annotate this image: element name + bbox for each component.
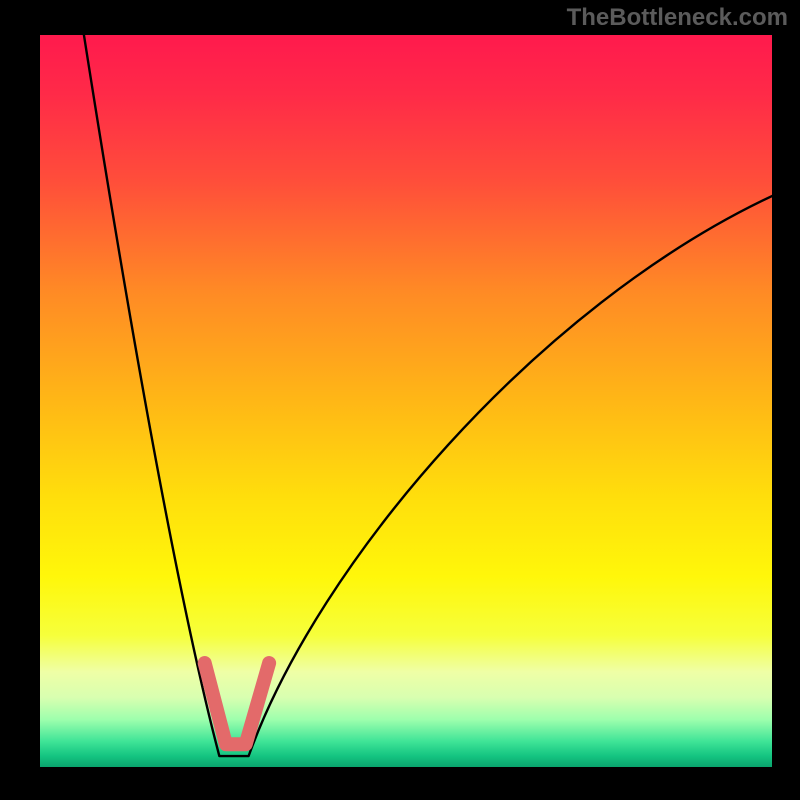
watermark-text: TheBottleneck.com — [567, 4, 788, 32]
chart-plot-area — [40, 35, 772, 767]
chart-svg — [40, 35, 772, 767]
bottleneck-curve — [84, 35, 772, 756]
chart-stage: TheBottleneck.com — [0, 0, 800, 800]
optimal-range-marker — [205, 663, 269, 744]
